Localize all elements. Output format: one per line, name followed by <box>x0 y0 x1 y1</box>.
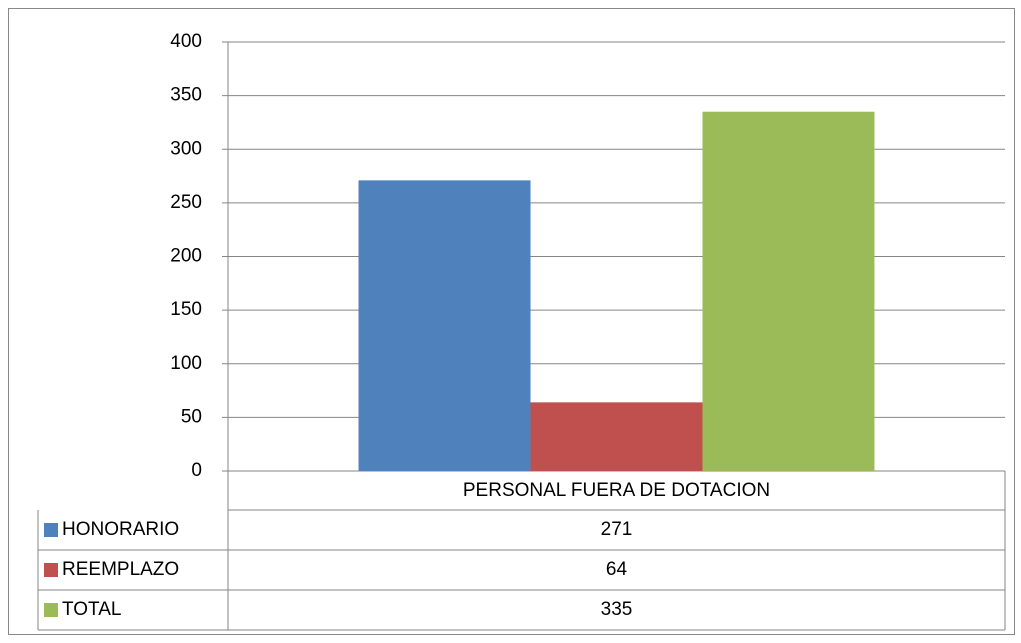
legend-label: TOTAL <box>62 599 121 620</box>
y-tick-label: 150 <box>170 299 202 320</box>
legend-label: HONORARIO <box>62 519 179 540</box>
y-tick-label: 250 <box>170 192 202 213</box>
y-tick-label: 200 <box>170 246 202 267</box>
y-tick-label: 0 <box>191 460 202 481</box>
bar <box>358 180 531 472</box>
legend-swatch <box>44 523 58 537</box>
bar <box>702 111 875 472</box>
y-tick-label: 300 <box>170 138 202 159</box>
y-tick-label: 100 <box>170 353 202 374</box>
legend-swatch <box>44 603 58 617</box>
table-value: 271 <box>601 519 633 540</box>
y-tick-label: 50 <box>181 406 202 427</box>
legend-swatch <box>44 563 58 577</box>
table-value: 64 <box>606 559 628 580</box>
y-tick-label: 350 <box>170 85 202 106</box>
x-tick-label: PERSONAL FUERA DE DOTACION <box>463 480 770 501</box>
table-value: 335 <box>601 599 633 620</box>
y-tick-label: 400 <box>170 31 202 52</box>
bar <box>530 402 703 471</box>
legend-label: REEMPLAZO <box>62 559 179 580</box>
